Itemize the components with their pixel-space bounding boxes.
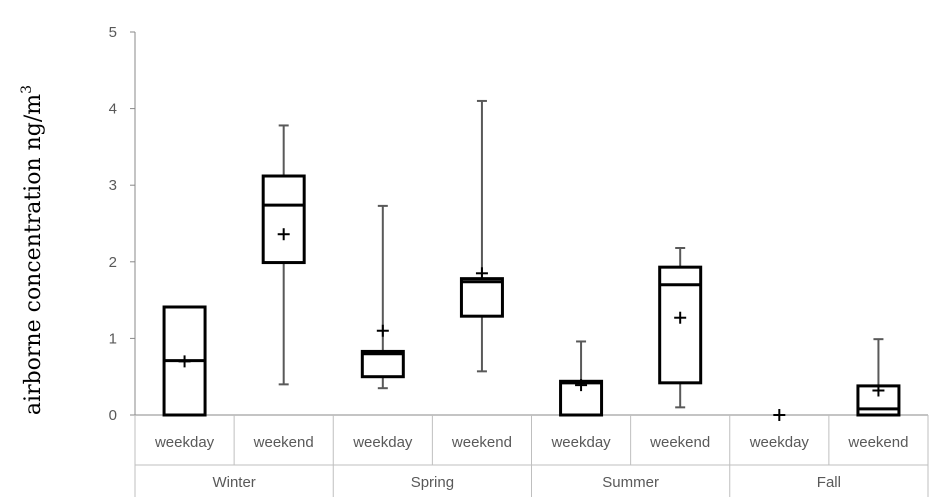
box-spring-weekday bbox=[360, 204, 405, 390]
y-axis-label-superscript: 3 bbox=[19, 85, 35, 94]
y-tick-label: 4 bbox=[109, 101, 117, 118]
x-category-label: weekday bbox=[749, 434, 810, 451]
box-rect bbox=[261, 174, 306, 265]
box-fall-weekday bbox=[773, 409, 786, 421]
box-rect bbox=[658, 265, 703, 385]
x-category-label: weekend bbox=[451, 434, 512, 451]
x-category-label: weekend bbox=[649, 434, 710, 451]
box-rect bbox=[459, 277, 504, 318]
y-axis-label: airborne concentration ng/m3 bbox=[19, 85, 46, 415]
x-category-label: weekend bbox=[847, 434, 908, 451]
box-winter-weekday bbox=[162, 305, 207, 417]
x-group-label: Winter bbox=[212, 474, 255, 491]
y-axis-label-text: airborne concentration ng/m bbox=[21, 94, 46, 415]
x-group-labels: Winter Spring Summer Fall bbox=[212, 474, 841, 491]
box-winter-weekend bbox=[261, 124, 306, 386]
box-spring-weekend bbox=[459, 99, 504, 373]
x-category-label: weekday bbox=[550, 434, 611, 451]
y-tick-label: 1 bbox=[109, 330, 117, 347]
svg-text:airborne concentration ng/m3: airborne concentration ng/m3 bbox=[19, 85, 46, 415]
x-group-label: Fall bbox=[817, 474, 841, 491]
y-ticks: 0 1 2 3 4 5 bbox=[109, 24, 135, 424]
box-summer-weekday bbox=[559, 340, 604, 417]
x-category-label: weekend bbox=[253, 434, 314, 451]
box-series bbox=[162, 99, 901, 421]
x-category-dividers bbox=[134, 415, 929, 497]
x-category-labels: weekday weekend weekday weekend weekday weeke… bbox=[154, 434, 909, 451]
x-group-label: Summer bbox=[602, 474, 659, 491]
box-fall-weekend bbox=[856, 338, 901, 417]
y-tick-label: 0 bbox=[109, 407, 117, 424]
box-summer-weekend bbox=[658, 247, 703, 409]
x-category-label: weekday bbox=[352, 434, 413, 451]
x-category-label: weekday bbox=[154, 434, 215, 451]
y-tick-label: 2 bbox=[109, 254, 117, 271]
x-group-label: Spring bbox=[411, 474, 454, 491]
y-tick-label: 3 bbox=[109, 177, 117, 194]
y-tick-label: 5 bbox=[109, 24, 117, 41]
box-rect bbox=[360, 349, 405, 379]
